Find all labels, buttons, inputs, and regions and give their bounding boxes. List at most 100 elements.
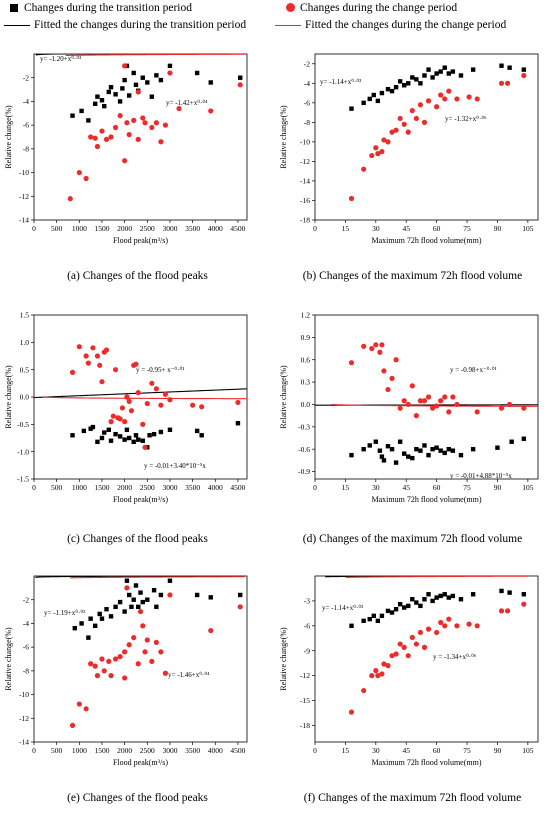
y-tick-label: -14 — [19, 216, 29, 225]
x-tick-label: 2500 — [140, 224, 155, 233]
change-point — [122, 419, 128, 425]
legend: Changes during the transition period Cha… — [0, 0, 550, 38]
transition-point — [158, 592, 164, 598]
change-point — [124, 120, 130, 126]
transition-point — [438, 448, 443, 453]
x-tick-label: 1500 — [94, 746, 109, 755]
transition-point — [92, 623, 98, 628]
transition-point — [426, 452, 431, 458]
transition-point — [117, 599, 123, 605]
change-point — [389, 653, 395, 659]
y-tick-label: -1.5 — [17, 475, 29, 484]
transition-point — [509, 439, 514, 444]
transition-point — [238, 592, 243, 598]
change-point — [434, 629, 440, 636]
transition-point — [367, 96, 372, 102]
y-tick-label: -8 — [23, 666, 29, 675]
y-axis-label: Relative change(%) — [4, 365, 13, 429]
change-point — [144, 400, 150, 407]
change-point — [237, 82, 243, 88]
change-point — [208, 627, 214, 634]
transition-point — [375, 98, 381, 104]
transition-point — [418, 603, 423, 609]
transition-point — [349, 106, 354, 111]
x-tick-label: 45 — [402, 746, 410, 755]
change-point — [393, 357, 399, 363]
transition-point — [140, 599, 145, 605]
x-tick-label: 60 — [433, 746, 441, 755]
change-point — [393, 651, 399, 657]
change-point — [446, 616, 452, 622]
x-tick-label: 75 — [463, 483, 471, 492]
plot-content — [35, 54, 245, 202]
chart-d: 0 15 30 45 60 75 90 105 -0.9 -0.6 -0.3 0.0 0.3 0.6 0.9… — [279, 311, 539, 504]
transition-point — [86, 118, 91, 123]
transition-point — [126, 93, 132, 98]
y-tick-label: -8 — [304, 118, 310, 127]
change-point — [149, 124, 155, 131]
transition-point — [402, 605, 407, 610]
transition-point — [108, 85, 114, 90]
x-axis-label: Flood peak(m³/s) — [113, 495, 168, 504]
change-point — [108, 134, 114, 140]
x-tick-label: 60 — [433, 483, 441, 492]
change-point — [126, 398, 132, 404]
transition-point — [208, 595, 213, 600]
fit-equation-black: y = -0.01+3.40*10⁻⁵x — [144, 462, 206, 470]
fit-equation-black: y= -1.14+x⁰·⁰³ — [320, 78, 361, 86]
y-tick-label: -8 — [23, 144, 29, 153]
transition-point — [154, 73, 159, 78]
change-point — [99, 656, 105, 662]
y-tick-label: -0.9 — [298, 467, 310, 476]
y-tick-label: -16 — [300, 196, 310, 205]
change-point — [409, 634, 415, 641]
change-point — [389, 375, 395, 381]
transition-point — [154, 604, 159, 610]
caption-c: (c) Changes of the flood peaks — [67, 533, 208, 545]
change-point — [94, 673, 101, 679]
black-fit-line — [325, 44, 528, 45]
transition-point — [167, 578, 173, 583]
legend-transition-fit: Fitted the changes during the transition… — [34, 19, 247, 31]
transition-point — [422, 73, 427, 78]
change-point — [361, 343, 367, 349]
fit-equation-red: y = -1.34+x⁰·⁰⁶ — [433, 653, 477, 661]
plot-frame — [33, 53, 248, 221]
change-point — [131, 635, 137, 641]
chart-a: 0 500 1000 1500 2000 2500 3000 3500 4000 4500 -14 -… — [4, 53, 248, 245]
change-point — [369, 345, 375, 352]
x-tick-label: 3000 — [162, 746, 177, 755]
transition-point — [499, 588, 504, 594]
change-point — [454, 96, 460, 102]
change-point — [112, 124, 119, 131]
plot-frame — [33, 575, 248, 743]
x-axis-label: Flood peak(m³/s) — [113, 758, 168, 767]
transition-point — [458, 452, 464, 458]
change-point — [76, 701, 82, 707]
change-point — [454, 623, 460, 629]
change-point — [438, 92, 444, 98]
transition-point — [117, 99, 123, 104]
transition-point — [406, 81, 411, 86]
x-tick-label: 500 — [51, 746, 63, 755]
transition-point — [108, 438, 114, 443]
transition-point — [79, 621, 84, 626]
change-point — [442, 623, 448, 629]
transition-point — [393, 607, 399, 612]
change-point — [158, 649, 164, 655]
change-point — [88, 134, 94, 140]
transition-point — [446, 595, 451, 600]
change-point — [128, 408, 135, 414]
transition-point — [102, 103, 107, 109]
transition-point — [495, 445, 500, 450]
panel-f: 0 15 30 45 60 75 90 105 -18 -15 -12 -9 -6 -3 Maximum 7… — [275, 558, 550, 819]
transition-point — [136, 437, 141, 442]
transition-point — [389, 446, 395, 452]
y-tick-label: 0.5 — [20, 365, 30, 374]
caption-f: (f) Changes of the maximum 72h flood vol… — [303, 792, 522, 804]
change-point — [137, 608, 144, 615]
y-axis-label: Relative change(%) — [4, 627, 13, 691]
change-point — [474, 96, 480, 102]
y-tick-label: 0.3 — [301, 378, 311, 387]
transition-point — [122, 437, 127, 442]
